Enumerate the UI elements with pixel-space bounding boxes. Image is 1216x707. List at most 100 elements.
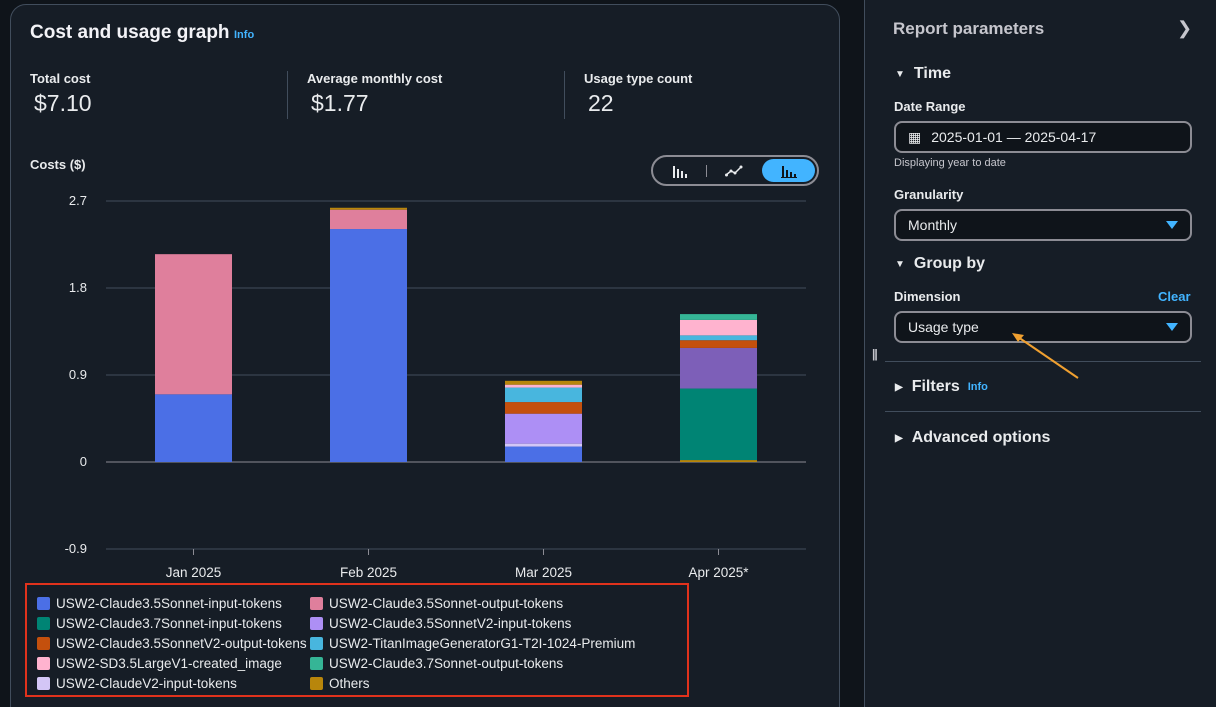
stat-divider [564,71,565,119]
dropdown-caret-icon [1166,221,1178,229]
legend-label: USW2-SD3.5LargeV1-created_image [56,656,282,671]
legend-label: USW2-TitanImageGeneratorG1-T2I-1024-Prem… [329,636,636,651]
legend-label: USW2-Claude3.7Sonnet-input-tokens [56,616,282,631]
legend-label: USW2-Claude3.5SonnetV2-output-tokens [56,636,307,651]
caret-right-icon: ▶ [895,432,903,444]
usage-type-count-value: 22 [588,90,614,116]
bar-segment [680,340,757,348]
date-range-input[interactable]: ▦ 2025-01-01 — 2025-04-17 [894,121,1192,153]
legend-item[interactable]: USW2-Claude3.5SonnetV2-input-tokens [310,616,571,631]
info-link[interactable]: Info [234,29,255,41]
granularity-value: Monthly [908,217,958,233]
legend-item[interactable]: USW2-Claude3.5Sonnet-input-tokens [37,596,282,611]
legend-label: USW2-Claude3.5SonnetV2-input-tokens [329,616,572,631]
x-tick-label: Mar 2025 [515,565,572,580]
dimension-label: Dimension [894,289,961,304]
legend-label: USW2-Claude3.5Sonnet-input-tokens [56,596,282,611]
legend-item[interactable]: USW2-Claude3.7Sonnet-output-tokens [310,656,563,671]
filters-info-link[interactable]: Info [967,381,988,393]
report-parameters-panel: Report parameters ❯ ▼ Time Date Range ▦ … [864,0,1216,707]
filters-heading: Filters [911,378,960,395]
legend-swatch [37,677,50,690]
y-tick-label: 0 [80,454,87,469]
bar-segment [505,387,582,403]
average-monthly-cost-stat: Average monthly cost $1.77 [307,71,442,117]
average-monthly-cost-label: Average monthly cost [307,71,443,86]
legend-item[interactable]: USW2-SD3.5LargeV1-created_image [37,656,282,671]
cost-usage-graph-panel: Cost and usage graph Info Total cost $7.… [10,4,840,707]
time-section-toggle[interactable]: ▼ Time [895,65,951,83]
legend-swatch [310,657,323,670]
total-cost-label: Total cost [30,71,91,86]
average-monthly-cost-value: $1.77 [311,90,369,116]
y-axis-title: Costs ($) [30,157,86,172]
bar-segment [680,335,757,341]
bar-segment [155,254,232,395]
legend-label: USW2-Claude3.7Sonnet-output-tokens [329,656,564,671]
legend-swatch [37,657,50,670]
advanced-options-heading: Advanced options [911,429,1051,446]
bar-segment [680,388,757,461]
caret-down-icon: ▼ [895,258,905,270]
usage-type-count-label: Usage type count [584,71,693,86]
dimension-select[interactable]: Usage type [894,311,1192,343]
report-parameters-title: Report parameters [893,19,1045,38]
bar-segment [505,446,582,462]
legend-item[interactable]: USW2-ClaudeV2-input-tokens [37,676,237,691]
bar-segment [680,347,757,389]
filters-section-toggle[interactable]: ▶ Filters Info [895,378,988,396]
caret-down-icon: ▼ [895,68,905,80]
section-divider [885,361,1201,362]
clear-dimension-link[interactable]: Clear [1158,289,1191,304]
bar-segment [505,413,582,444]
total-cost-stat: Total cost $7.10 [30,71,92,117]
legend-swatch [37,597,50,610]
legend-label: USW2-ClaudeV2-input-tokens [56,676,237,691]
bar-segment [505,380,582,385]
chart-legend: USW2-Claude3.5Sonnet-input-tokens USW2-Cl… [25,583,689,697]
granularity-select[interactable]: Monthly [894,209,1192,241]
group-by-section-toggle[interactable]: ▼ Group by [895,255,985,273]
bar-segment [330,209,407,230]
line-chart-button[interactable] [707,157,760,184]
legend-item[interactable]: USW2-TitanImageGeneratorG1-T2I-1024-Prem… [310,636,635,651]
toggle-separator [706,164,707,177]
bar-segment [680,319,757,336]
bar-segment [505,402,582,414]
legend-item[interactable]: USW2-Claude3.5SonnetV2-output-tokens [37,636,307,651]
bar-segment [330,207,407,210]
bar-chart-icon [672,165,687,178]
granularity-label: Granularity [894,187,964,202]
legend-swatch [37,637,50,650]
bar-chart-button[interactable] [653,157,706,184]
legend-swatch [310,617,323,630]
stat-divider [287,71,288,119]
line-chart-icon [724,165,742,176]
y-tick-label: -0.9 [65,541,87,556]
legend-item[interactable]: USW2-Claude3.5Sonnet-output-tokens [310,596,563,611]
date-range-label: Date Range [894,99,966,114]
legend-swatch [310,637,323,650]
bar-segment [505,443,582,447]
x-tick-label: Feb 2025 [340,565,397,580]
y-tick-label: 2.7 [69,193,87,208]
advanced-options-section-toggle[interactable]: ▶ Advanced options [895,429,1050,447]
legend-swatch [310,677,323,690]
caret-right-icon: ▶ [895,381,903,393]
x-tick-label: Jan 2025 [166,565,222,580]
legend-item[interactable]: USW2-Claude3.7Sonnet-input-tokens [37,616,282,631]
y-tick-label: 0.9 [69,367,87,382]
time-heading: Time [913,65,951,82]
total-cost-value: $7.10 [34,90,92,116]
y-tick-label: 1.8 [69,280,87,295]
bar-segment [680,460,757,462]
stacked-bar-chart-button[interactable] [762,159,815,182]
panel-resize-handle[interactable]: || [872,347,878,361]
chevron-right-icon[interactable]: ❯ [1177,18,1193,38]
date-range-value: 2025-01-01 — 2025-04-17 [931,129,1097,145]
stacked-bar-chart: 2.7 1.8 0.9 0 -0.9 Jan 2025 Feb 2025 Mar 2025 Ap… [65,193,806,580]
bar-segment [155,394,232,462]
legend-swatch [310,597,323,610]
legend-item[interactable]: Others [310,676,370,691]
